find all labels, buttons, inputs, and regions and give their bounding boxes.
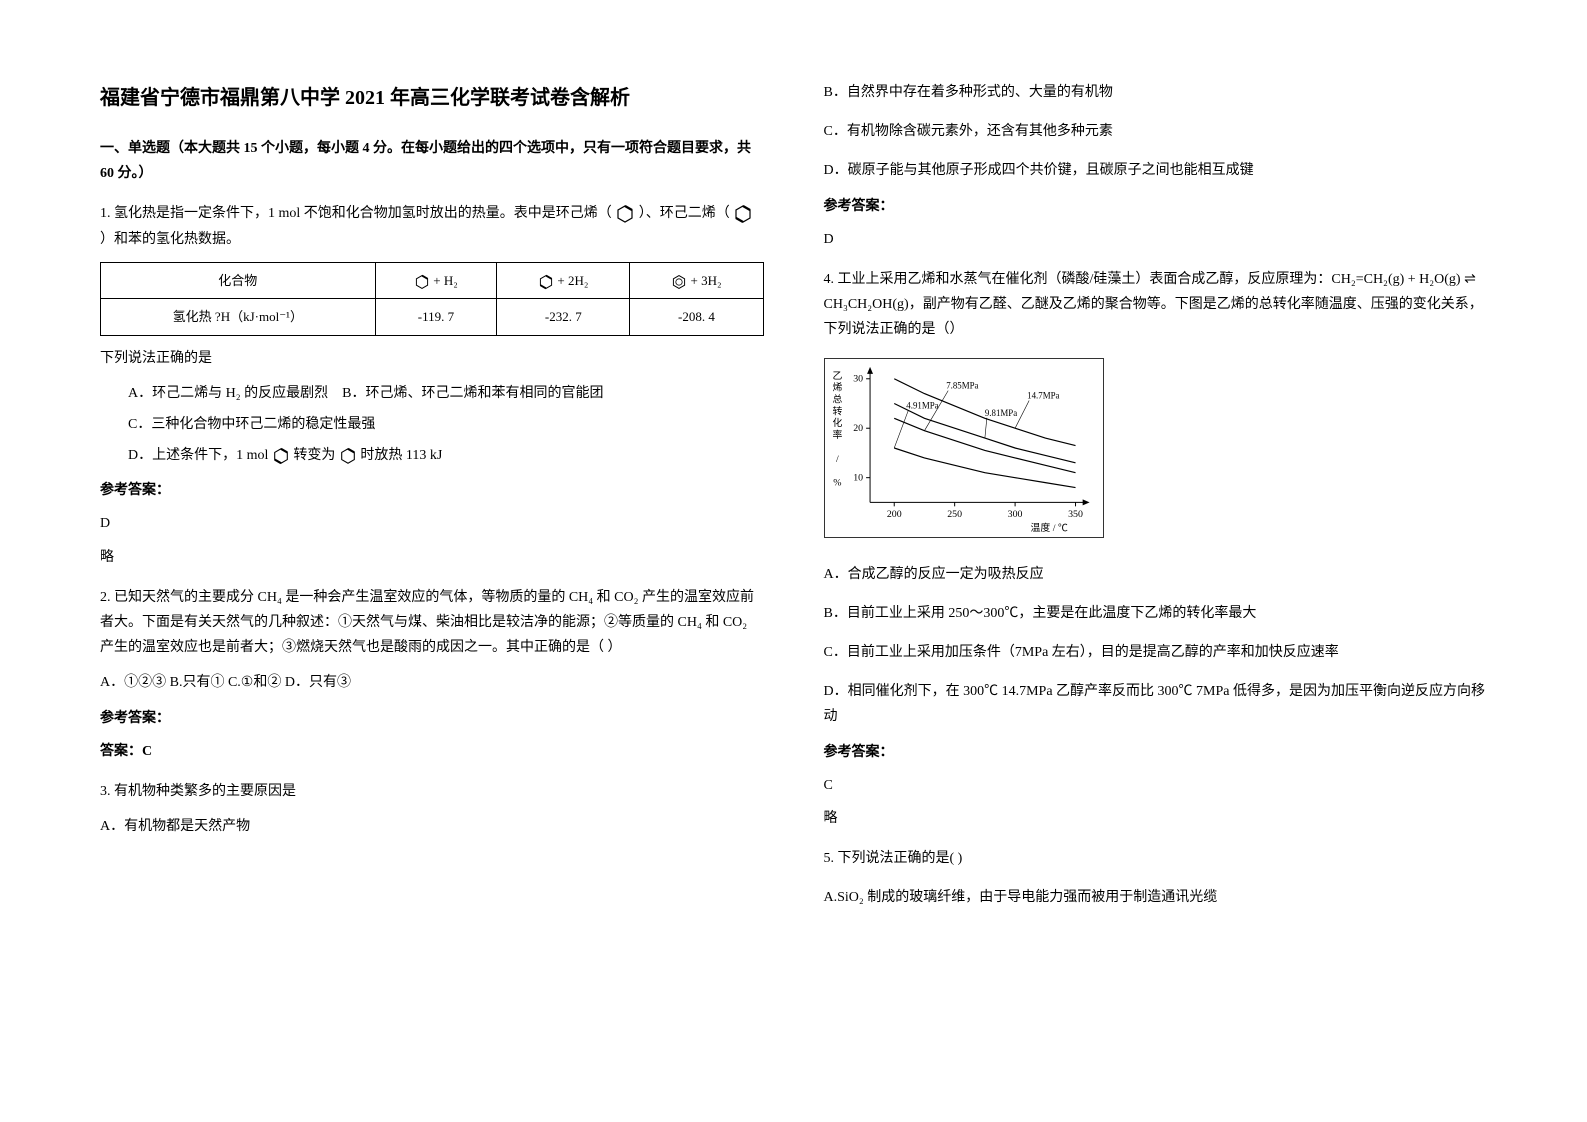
q2-text: 2. 已知天然气的主要成分 CH₄ 是一种会产生温室效应的气体，等物质的量的 C… xyxy=(100,585,764,661)
q4-text: 4. 工业上采用乙烯和水蒸气在催化剂（磷酸/硅藻土）表面合成乙醇，反应原理为：C… xyxy=(824,267,1488,343)
q4-chart: 200 250 300 350 10 20 30 乙烯总转化率 / % 温度 / ℃ 4.91MP… xyxy=(824,358,1104,538)
table-row-label: 氢化热 ?H（kJ·mol⁻¹） xyxy=(101,299,376,335)
cyclohexene-icon xyxy=(339,447,357,465)
cyclohexadiene-icon xyxy=(272,447,290,465)
table-cell: -119. 7 xyxy=(375,299,497,335)
svg-text:7.85MPa: 7.85MPa xyxy=(946,380,978,390)
table-row: 化合物 + H₂ + 2H₂ + 3H₂ xyxy=(101,262,764,298)
q3-option-b: B．自然界中存在着多种形式的、大量的有机物 xyxy=(824,80,1488,105)
page-title: 福建省宁德市福鼎第八中学 2021 年高三化学联考试卷含解析 xyxy=(100,80,764,116)
svg-text:率: 率 xyxy=(832,428,842,441)
question-3-cont: B．自然界中存在着多种形式的、大量的有机物 C．有机物除含碳元素外，还含有其他多… xyxy=(824,80,1488,252)
svg-text:温度 / ℃: 温度 / ℃ xyxy=(1030,521,1067,534)
right-column: B．自然界中存在着多种形式的、大量的有机物 C．有机物除含碳元素外，还含有其他多… xyxy=(824,80,1488,1042)
svg-text:9.81MPa: 9.81MPa xyxy=(984,407,1016,417)
svg-text:烯: 烯 xyxy=(832,380,842,393)
q3-option-d: D．碳原子能与其他原子形成四个共价键，且碳原子之间也能相互成键 xyxy=(824,158,1488,183)
q4-answer: C xyxy=(824,773,1488,798)
svg-text:10: 10 xyxy=(853,472,863,483)
q1-option-b: B．环己烯、环己二烯和苯有相同的官能团 xyxy=(342,386,603,401)
question-3: 3. 有机物种类繁多的主要原因是 A．有机物都是天然产物 xyxy=(100,779,764,839)
cyclohexadiene-icon xyxy=(538,274,554,290)
q2-options: A．①②③ B.只有① C.①和② D．只有③ xyxy=(100,670,764,695)
q1-table: 化合物 + H₂ + 2H₂ + 3H₂ 氢化热 ?H（kJ·mol⁻¹） -1… xyxy=(100,262,764,336)
svg-text:20: 20 xyxy=(853,423,863,434)
table-cell: -232. 7 xyxy=(497,299,630,335)
benzene-icon xyxy=(671,274,687,290)
q4-note: 略 xyxy=(824,806,1488,831)
table-header-3h2: + 3H₂ xyxy=(630,262,763,298)
q3-option-c: C．有机物除含碳元素外，还含有其他多种元素 xyxy=(824,119,1488,144)
svg-text:%: % xyxy=(833,477,841,488)
q4-option-a: A．合成乙醇的反应一定为吸热反应 xyxy=(824,562,1488,587)
svg-text:30: 30 xyxy=(853,373,863,384)
question-1: 1. 氢化热是指一定条件下，1 mol 不饱和化合物加氢时放出的热量。表中是环己… xyxy=(100,201,764,569)
question-5: 5. 下列说法正确的是( ) A.SiO₂ 制成的玻璃纤维，由于导电能力强而被用… xyxy=(824,846,1488,910)
question-2: 2. 已知天然气的主要成分 CH₄ 是一种会产生温室效应的气体，等物质的量的 C… xyxy=(100,585,764,764)
answer-label: 参考答案： xyxy=(824,194,1488,219)
table-header-h2: + H₂ xyxy=(375,262,497,298)
table-row: 氢化热 ?H（kJ·mol⁻¹） -119. 7 -232. 7 -208. 4 xyxy=(101,299,764,335)
q3-answer: D xyxy=(824,227,1488,252)
table-header-compound: 化合物 xyxy=(101,262,376,298)
cyclohexene-icon xyxy=(414,274,430,290)
q1-text-p2: ）、环己二烯（ xyxy=(639,206,730,221)
section-header: 一、单选题（本大题共 15 个小题，每小题 4 分。在每小题给出的四个选项中，只… xyxy=(100,136,764,186)
q5-text: 5. 下列说法正确的是( ) xyxy=(824,846,1488,871)
q2-answer: 答案：C xyxy=(100,739,764,764)
q5-option-a: A.SiO₂ 制成的玻璃纤维，由于导电能力强而被用于制造通讯光缆 xyxy=(824,885,1488,910)
cyclohexene-icon xyxy=(615,204,635,224)
q4-option-b: B．目前工业上采用 250～300℃，主要是在此温度下乙烯的转化率最大 xyxy=(824,601,1488,626)
svg-text:14.7MPa: 14.7MPa xyxy=(1027,390,1059,400)
q1-note: 略 xyxy=(100,545,764,570)
table-header-2h2: + 2H₂ xyxy=(497,262,630,298)
q4-chart-container: 200 250 300 350 10 20 30 乙烯总转化率 / % 温度 / ℃ 4.91MP… xyxy=(824,358,1488,547)
cyclohexadiene-icon xyxy=(733,204,753,224)
q1-text-p1: 1. 氢化热是指一定条件下，1 mol 不饱和化合物加氢时放出的热量。表中是环己… xyxy=(100,206,612,221)
q3-option-a: A．有机物都是天然产物 xyxy=(100,814,764,839)
q1-option-a: A．环己二烯与 H₂ 的反应最剧烈 xyxy=(128,386,328,401)
q1-text: 1. 氢化热是指一定条件下，1 mol 不饱和化合物加氢时放出的热量。表中是环己… xyxy=(100,201,764,251)
svg-text:总: 总 xyxy=(832,392,842,405)
q3-text: 3. 有机物种类繁多的主要原因是 xyxy=(100,779,764,804)
left-column: 福建省宁德市福鼎第八中学 2021 年高三化学联考试卷含解析 一、单选题（本大题… xyxy=(100,80,764,1042)
q1-text-p3: ）和苯的氢化热数据。 xyxy=(100,232,240,247)
q1-option-d: D．上述条件下，1 mol 转变为 时放热 113 kJ xyxy=(128,443,764,468)
answer-label: 参考答案： xyxy=(824,740,1488,765)
question-4: 4. 工业上采用乙烯和水蒸气在催化剂（磷酸/硅藻土）表面合成乙醇，反应原理为：C… xyxy=(824,267,1488,831)
table-cell: -208. 4 xyxy=(630,299,763,335)
svg-text:转: 转 xyxy=(832,404,842,417)
answer-label: 参考答案： xyxy=(100,706,764,731)
svg-text:250: 250 xyxy=(947,509,962,520)
svg-text:乙: 乙 xyxy=(832,369,842,381)
q1-options: A．环己二烯与 H₂ 的反应最剧烈 B．环己烯、环己二烯和苯有相同的官能团 C．… xyxy=(128,381,764,469)
svg-text:300: 300 xyxy=(1007,509,1022,520)
answer-label: 参考答案： xyxy=(100,478,764,503)
q1-answer: D xyxy=(100,511,764,536)
q4-option-c: C．目前工业上采用加压条件（7MPa 左右），目的是提高乙醇的产率和加快反应速率 xyxy=(824,640,1488,665)
q1-stem2: 下列说法正确的是 xyxy=(100,346,764,371)
svg-text:/: / xyxy=(836,453,839,464)
q4-option-d: D．相同催化剂下，在 300℃ 14.7MPa 乙醇产率反而比 300℃ 7MP… xyxy=(824,679,1488,729)
svg-text:350: 350 xyxy=(1068,509,1083,520)
q1-option-c: C．三种化合物中环己二烯的稳定性最强 xyxy=(128,412,764,437)
svg-text:200: 200 xyxy=(886,509,901,520)
svg-text:4.91MPa: 4.91MPa xyxy=(906,400,938,410)
svg-text:化: 化 xyxy=(832,416,842,429)
